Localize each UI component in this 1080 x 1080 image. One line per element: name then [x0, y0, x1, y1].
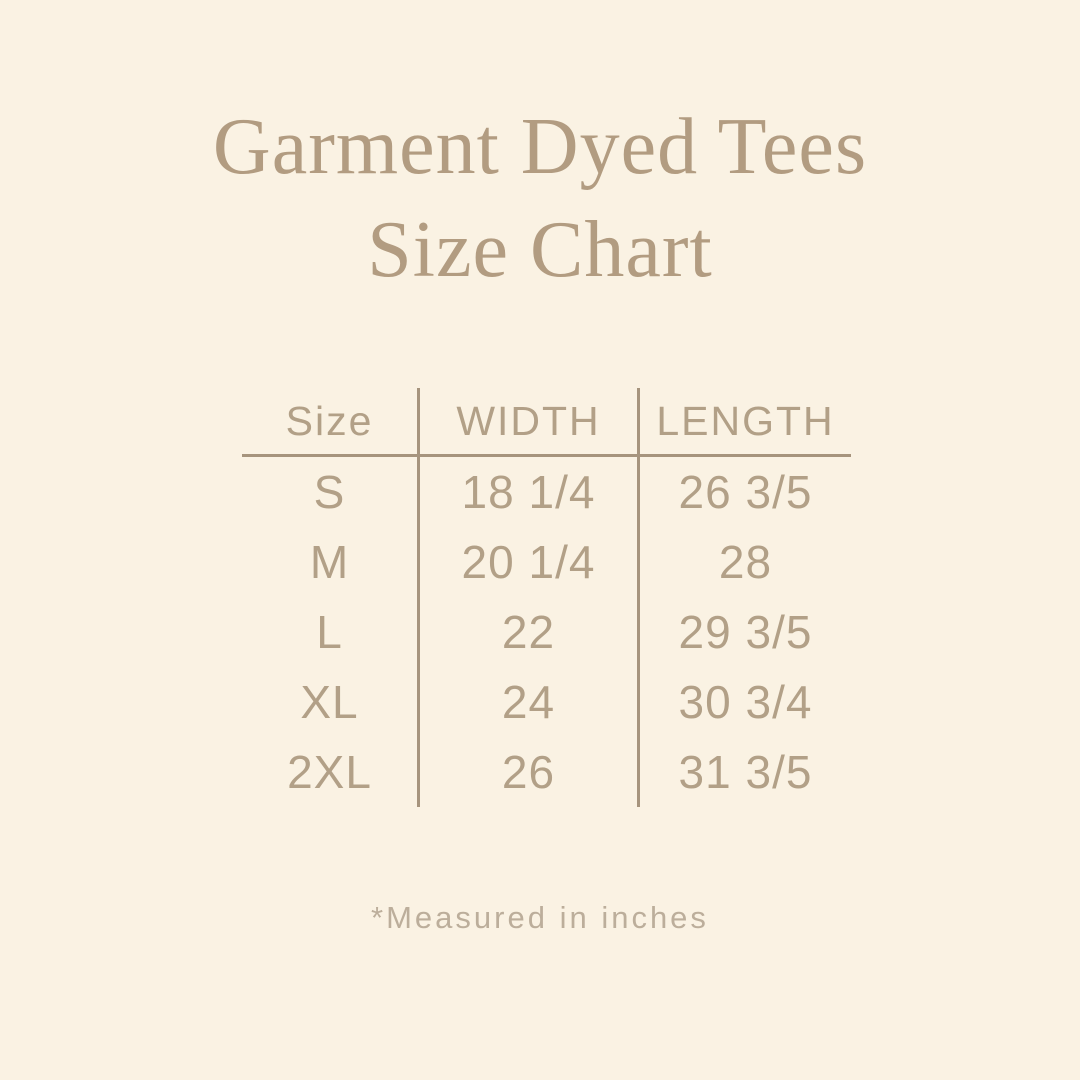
table-row-length-value: 29 3/5 [637, 597, 851, 667]
table-row-width-value: 18 1/4 [417, 457, 637, 527]
page-title: Garment Dyed Tees Size Chart [0, 96, 1080, 302]
table-row-length-value: 28 [637, 527, 851, 597]
page-title-line2: Size Chart [367, 206, 713, 294]
page-title-line1: Garment Dyed Tees [212, 103, 868, 191]
measured-in-inches-note: *Measured in inches [371, 900, 709, 935]
table-row-width-value: 26 [417, 737, 637, 807]
table-row-width-value: 22 [417, 597, 637, 667]
table-row-size-label: 2XL [287, 746, 372, 798]
column-header-size: Size [242, 388, 417, 457]
table-row-size-label: XL [300, 676, 359, 728]
table-row-size-label: L [316, 606, 343, 658]
table-row-size-label: M [309, 536, 350, 588]
table-row-length-value: 26 3/5 [637, 457, 851, 527]
table-row-size-label: S [313, 466, 346, 518]
table-row-length-value: 31 3/5 [637, 737, 851, 807]
column-header-length: LENGTH [637, 388, 851, 457]
table-row-length-value: 30 3/4 [637, 667, 851, 737]
size-table: Size WIDTH LENGTH S 18 1/4 26 3/5 M 20 1… [242, 388, 851, 807]
table-row-width-value: 24 [417, 667, 637, 737]
table-row-width-value: 20 1/4 [417, 527, 637, 597]
column-header-width: WIDTH [417, 388, 637, 457]
